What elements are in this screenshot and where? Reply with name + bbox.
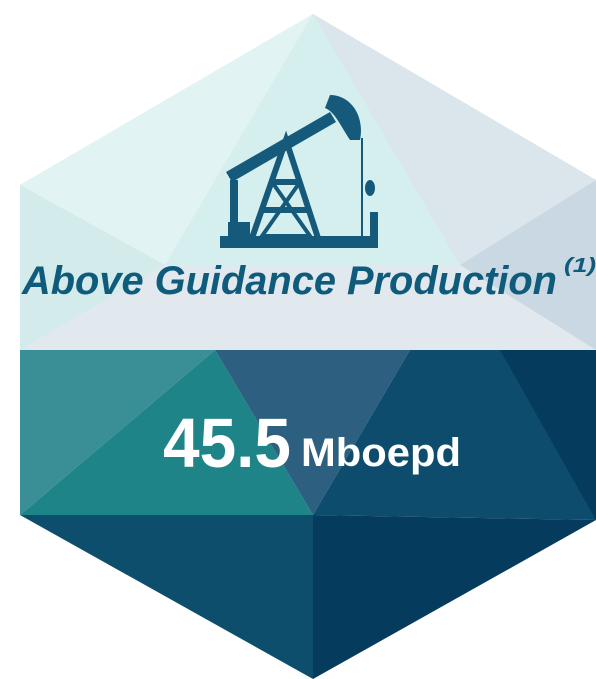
facet (500, 350, 596, 520)
facet (165, 14, 460, 265)
icon-stand (370, 212, 378, 238)
metric-unit: Mboepd (301, 431, 461, 475)
facet (20, 14, 313, 265)
icon-horsehead (325, 95, 361, 140)
icon-motor (228, 222, 250, 238)
facet (215, 350, 410, 515)
icon-base (220, 236, 378, 248)
facet (20, 265, 596, 350)
pump-jack-icon (220, 95, 378, 248)
facet (20, 185, 165, 350)
facet (20, 515, 313, 679)
facet (313, 515, 596, 679)
icon-weight (365, 180, 375, 196)
icon-post (230, 180, 238, 238)
headline-title: Above Guidance Production (21, 259, 557, 303)
hexagon-facets (20, 14, 596, 679)
icon-derrick (249, 130, 321, 239)
facet (460, 180, 596, 350)
facet (20, 350, 313, 515)
metric-value: 45.5 (163, 404, 291, 482)
footnote-marker: (1) (564, 255, 596, 277)
facet (313, 14, 596, 265)
